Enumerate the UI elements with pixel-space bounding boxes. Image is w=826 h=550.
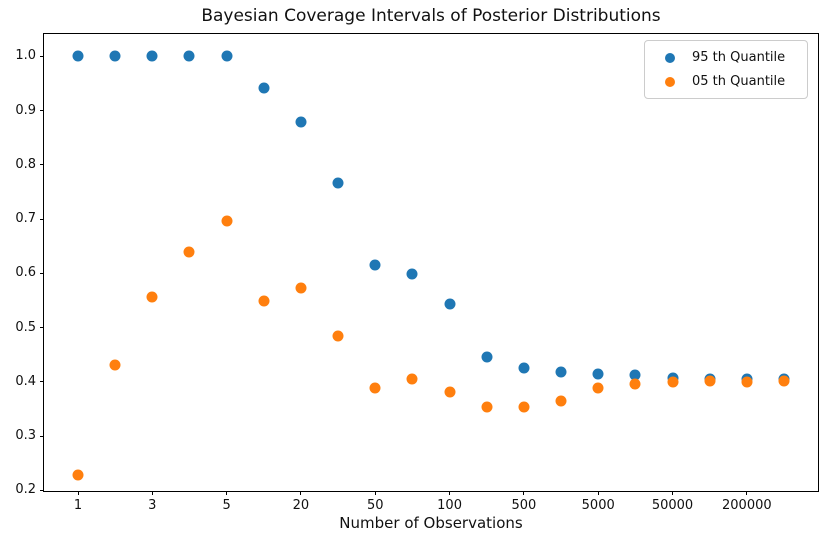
data-point-05th: [295, 282, 307, 294]
data-point-95th: [146, 50, 158, 62]
data-point-05th: [183, 246, 195, 258]
data-point-95th: [629, 369, 641, 381]
data-point-95th: [332, 177, 344, 189]
x-tick-label: 500: [511, 498, 537, 513]
y-tick-mark: [40, 327, 44, 329]
data-point-95th: [592, 368, 604, 380]
data-point-05th: [592, 382, 604, 394]
data-point-95th: [258, 82, 270, 94]
x-tick-mark: [77, 491, 79, 495]
data-point-05th: [741, 376, 753, 388]
x-tick-label: 3: [148, 498, 157, 513]
y-tick-label: 0.2: [15, 482, 36, 498]
x-tick-mark: [672, 491, 674, 495]
y-tick-label: 0.9: [15, 102, 36, 118]
data-point-95th: [555, 366, 567, 378]
x-tick-label: 50000: [651, 498, 694, 513]
data-point-95th: [221, 50, 233, 62]
data-point-05th: [667, 376, 679, 388]
data-point-05th: [406, 373, 418, 385]
data-point-95th: [406, 268, 418, 280]
x-tick-mark: [746, 491, 748, 495]
x-tick-mark: [597, 491, 599, 495]
data-point-05th: [481, 401, 493, 413]
legend-marker-95th-icon: [665, 52, 675, 63]
y-tick-mark: [40, 55, 44, 57]
y-tick-mark: [40, 489, 44, 491]
x-axis-label: Number of Observations: [339, 514, 523, 532]
data-point-05th: [518, 401, 530, 413]
x-tick-mark: [226, 491, 228, 495]
y-tick-label: 0.8: [15, 156, 36, 172]
y-tick-mark: [40, 110, 44, 112]
x-tick-label: 1: [73, 498, 83, 513]
data-point-05th: [221, 215, 233, 227]
y-tick-mark: [40, 435, 44, 437]
x-tick-mark: [523, 491, 525, 495]
data-point-05th: [258, 295, 270, 307]
legend: 95 th Quantile 05 th Quantile: [644, 40, 808, 99]
data-point-95th: [109, 50, 121, 62]
y-tick-label: 0.7: [15, 211, 36, 227]
data-point-05th: [555, 395, 567, 407]
data-point-05th: [444, 386, 456, 398]
data-point-05th: [72, 469, 84, 481]
y-tick-mark: [40, 272, 44, 274]
x-tick-mark: [300, 491, 302, 495]
legend-item-05th-quantile: 05 th Quantile: [655, 72, 799, 91]
y-tick-label: 1.0: [15, 48, 36, 64]
legend-marker-05th-icon: [665, 76, 675, 87]
data-point-05th: [332, 330, 344, 342]
y-tick-mark: [40, 164, 44, 166]
data-point-95th: [183, 50, 195, 62]
x-tick-mark: [151, 491, 153, 495]
data-point-05th: [146, 291, 158, 303]
data-point-95th: [72, 50, 84, 62]
legend-item-95th-quantile: 95 th Quantile: [655, 48, 799, 67]
x-tick-mark: [449, 491, 451, 495]
data-point-05th: [109, 359, 121, 371]
y-tick-label: 0.3: [15, 428, 36, 444]
data-point-95th: [481, 351, 493, 363]
y-tick-mark: [40, 381, 44, 383]
y-tick-label: 0.6: [15, 265, 36, 281]
x-tick-label: 50: [366, 498, 384, 513]
data-point-95th: [518, 362, 530, 374]
y-tick-label: 0.5: [15, 319, 36, 335]
plot-area: 95 th Quantile 05 th Quantile 0.2 0.3 0.4 0…: [15, 33, 819, 513]
data-point-05th: [629, 378, 641, 390]
x-tick-mark: [374, 491, 376, 495]
legend-label-05th: 05 th Quantile: [692, 74, 786, 89]
x-tick-label: 200000: [722, 498, 772, 513]
data-point-95th: [444, 298, 456, 310]
chart-title: Bayesian Coverage Intervals of Posterior…: [201, 6, 661, 26]
y-tick-mark: [40, 218, 44, 220]
data-point-05th: [369, 382, 381, 394]
data-point-05th: [704, 375, 716, 387]
legend-label-95th: 95 th Quantile: [692, 50, 786, 65]
x-tick-label: 20: [292, 498, 310, 513]
y-tick-label: 0.4: [15, 373, 36, 389]
data-point-95th: [369, 259, 381, 271]
x-tick-label: 100: [437, 498, 462, 513]
x-tick-label: 5000: [581, 498, 615, 513]
data-point-05th: [778, 375, 790, 387]
x-tick-label: 5: [222, 498, 231, 513]
data-point-95th: [295, 116, 307, 128]
